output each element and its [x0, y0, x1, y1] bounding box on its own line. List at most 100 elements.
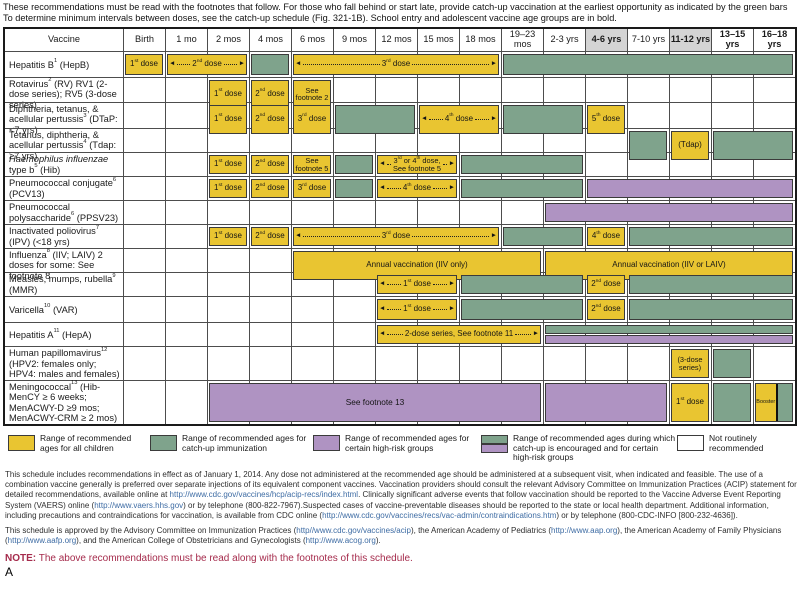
- grid-cell: [165, 249, 207, 282]
- note-line: NOTE: The above recommendations must be …: [5, 553, 797, 565]
- arrow-left-icon: ◄: [295, 232, 302, 240]
- grid-cell: [627, 323, 669, 347]
- vaccine-label-pcv13: Pneumococcal conjugate6 (PCV13): [5, 177, 123, 200]
- url-link[interactable]: http://www.aap.org: [551, 525, 618, 535]
- arrow-left-icon: ◄: [379, 305, 386, 313]
- pcv13-bar-4: ◄ 4th dose ►: [377, 179, 457, 199]
- grid-cell: [333, 297, 375, 323]
- dtap-bar-6: 5th dose: [587, 105, 625, 134]
- legend-item-1: Range of recommended ages for catch-up i…: [150, 433, 313, 463]
- dotted-line: [387, 164, 391, 166]
- legend-swatch-green-half: [481, 435, 508, 445]
- varicella-bar-3: [629, 299, 793, 321]
- arrow-right-icon: ►: [448, 184, 456, 192]
- dotted-line: [433, 188, 447, 190]
- grid-cell: [627, 103, 669, 136]
- grid-cell: [249, 153, 291, 177]
- url-link[interactable]: http://www.aafp.org: [7, 536, 77, 546]
- figure-panel-label: A: [5, 565, 14, 580]
- grid-cell: [333, 129, 375, 162]
- bar-label: 1st dose: [403, 278, 431, 289]
- url-link[interactable]: http://www.vaers.hhs.gov: [94, 500, 184, 510]
- grid-cell: [711, 323, 753, 347]
- legend-item-3: Range of recommended ages during which c…: [481, 433, 677, 463]
- grid-cell: [627, 347, 669, 381]
- grid-cell: [207, 249, 249, 282]
- bar-label: 3rd or 4th dose, See footnote 5: [392, 155, 442, 173]
- vaccine-row-hepa: Hepatitis A11 (HepA) ◄ 2-dose series, See …: [5, 322, 795, 347]
- hpv-bar-1: [713, 349, 751, 379]
- meningococcal-bar-2: 1st dose: [671, 383, 709, 423]
- grid-cell: [207, 103, 249, 136]
- grid-cell: [165, 103, 207, 136]
- intro-line-1: These recommendations must be read with …: [3, 2, 788, 12]
- ppsv23-bar-0: [545, 203, 793, 223]
- hepb-bar-0: 1st dose: [125, 54, 163, 76]
- url-link[interactable]: http://www.acog.org: [305, 536, 376, 546]
- header-cell-age-11: 4-6 yrs: [585, 29, 627, 52]
- dotted-line: [387, 309, 402, 311]
- ipv-bar-2: ◄ 3rd dose ►: [293, 227, 499, 247]
- hepb-bar-1: ◄ 2nd dose ►: [167, 54, 247, 76]
- vaccine-label-influenza: Influenza8 (IIV; LAIV) 2 doses for some:…: [5, 248, 123, 282]
- vaccine-row-meningococcal: Meningococcal13 (Hib-MenCY ≥ 6 weeks; Me…: [5, 380, 795, 425]
- header-cell-age-15: 16–18 yrs: [753, 29, 795, 52]
- url-link[interactable]: http://www.cdc.gov/vaccines/hcp/acip-rec…: [169, 490, 359, 500]
- legend-item-2: Range of recommended ages for certain hi…: [313, 433, 481, 463]
- pcv13-bar-6: [587, 179, 793, 199]
- grid-cell: [123, 225, 165, 249]
- mmr-bar-2: 2nd dose: [587, 275, 625, 295]
- grid-cell: [585, 78, 627, 111]
- footer-paragraph-1: This schedule includes recommendations i…: [5, 469, 797, 520]
- grid-cell: [459, 153, 501, 177]
- bar-label: 3rd dose: [381, 58, 411, 69]
- legend-text: Range of recommended ages during which c…: [513, 433, 676, 463]
- grid-cell: [123, 201, 165, 225]
- arrow-left-icon: ◄: [379, 330, 386, 338]
- grid-cell: [459, 129, 501, 162]
- grid-cell: [249, 129, 291, 162]
- url-link[interactable]: http://www.cdc.gov/vaccines/recs/vac-adm…: [322, 510, 557, 520]
- bar-label: 2nd dose: [255, 158, 285, 169]
- vaccine-label-text: Tetanus, diphtheria, & acellular pertuss…: [9, 130, 117, 161]
- schedule-table: Vaccine Birth 1 mo 2 mos 4 mos 6 mos 9 mos 12 m…: [3, 27, 797, 427]
- grid-cell: [585, 323, 627, 347]
- vaccine-row-hib: Haemophilus influenzae type b5 (Hib) 1st …: [5, 152, 795, 177]
- vaccine-label-mmr: Measles, mumps, rubella9 (MMR): [5, 273, 123, 296]
- grid-cell: [207, 153, 249, 177]
- bar-label: 1st dose: [214, 158, 242, 169]
- grid-cell: [249, 177, 291, 201]
- legend-swatch-p: [313, 435, 340, 452]
- booster-catchup-box: [777, 384, 792, 422]
- vaccine-label-text: Varicella10 (VAR): [9, 302, 78, 315]
- grid-cell: [753, 103, 795, 136]
- bar-label: 4th dose: [591, 230, 621, 241]
- rotavirus-bar-2: See footnote 2: [293, 80, 331, 109]
- legend-text: Not routinely recommended: [709, 433, 764, 453]
- grid-cell: [249, 323, 291, 347]
- vaccine-row-rotavirus: Rotavirus2 (RV) RV1 (2-dose series); RV5…: [5, 77, 795, 111]
- schedule-intro-text: These recommendations must be read with …: [3, 2, 797, 23]
- grid-cell: [123, 153, 165, 177]
- mmr-bar-1: [461, 275, 583, 295]
- grid-cell: [585, 297, 627, 323]
- grid-cell: [165, 273, 207, 297]
- legend-item-0: Range of recommended ages for all childr…: [8, 433, 150, 463]
- hib-bar-1: 2nd dose: [251, 155, 289, 175]
- grid-cell: [375, 201, 417, 225]
- vaccine-row-ppsv23: Pneumococcal polysaccharide6 (PPSV23): [5, 200, 795, 225]
- dtap-bar-3: [335, 105, 415, 134]
- vaccine-label-hib: Haemophilus influenzae type b5 (Hib): [5, 153, 123, 176]
- arrow-right-icon: ►: [448, 280, 456, 288]
- grid-cell: [669, 103, 711, 136]
- grid-cell: [543, 381, 585, 425]
- bar-label: 2nd dose: [591, 278, 621, 289]
- hib-bar-5: [461, 155, 583, 175]
- booster-divider: [775, 384, 778, 422]
- header-cell-age-1: 1 mo: [165, 29, 207, 52]
- schedule-body: Hepatitis B1 (HepB) 1st dose ◄ 2nd dose ► ◄ 3r…: [5, 51, 795, 425]
- url-link[interactable]: http//www.cdc.gov/vaccines/acip: [296, 525, 411, 535]
- grid-cell: [165, 323, 207, 347]
- bar-label: See footnote 13: [345, 397, 405, 408]
- dotted-line: [387, 334, 403, 336]
